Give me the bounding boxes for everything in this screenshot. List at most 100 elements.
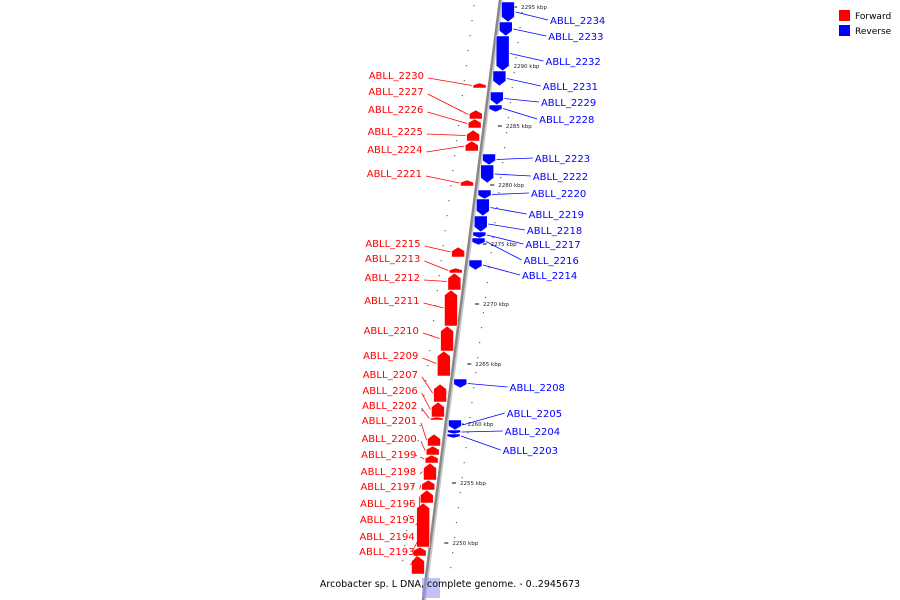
forward-gene-label[interactable]: ABLL_2197	[360, 482, 415, 493]
forward-gene[interactable]	[412, 546, 427, 557]
forward-gene[interactable]	[447, 272, 462, 291]
reverse-gene[interactable]	[492, 70, 507, 87]
forward-gene-leader	[420, 456, 425, 460]
forward-gene-label[interactable]: ABLL_2210	[364, 326, 419, 337]
forward-gene[interactable]	[440, 325, 454, 352]
forward-gene[interactable]	[431, 401, 445, 418]
forward-gene[interactable]	[423, 462, 437, 481]
reverse-gene-label[interactable]: ABLL_2214	[522, 271, 577, 282]
reverse-gene[interactable]	[473, 215, 488, 233]
forward-gene[interactable]	[425, 445, 440, 456]
reverse-gene-label[interactable]: ABLL_2219	[529, 210, 584, 221]
forward-gene-label[interactable]: ABLL_2206	[362, 386, 417, 397]
forward-gene[interactable]	[451, 246, 465, 258]
forward-gene-label[interactable]: ABLL_2196	[360, 499, 415, 510]
forward-gene[interactable]	[437, 350, 451, 377]
forward-gene-label[interactable]: ABLL_2225	[368, 127, 423, 138]
forward-gene-leader	[422, 357, 437, 364]
forward-gene[interactable]	[460, 179, 474, 187]
forward-gene[interactable]	[429, 416, 444, 421]
reverse-gene[interactable]	[472, 231, 487, 239]
forward-gene[interactable]	[472, 82, 487, 89]
forward-gene[interactable]	[467, 118, 482, 129]
reverse-gene-label[interactable]: ABLL_2223	[535, 154, 590, 165]
forward-gene[interactable]	[433, 383, 447, 403]
reverse-gene[interactable]	[482, 153, 496, 166]
forward-gene[interactable]	[427, 433, 441, 447]
reverse-gene-label[interactable]: ABLL_2228	[539, 115, 594, 126]
forward-gene[interactable]	[419, 489, 434, 504]
reverse-gene-label[interactable]: ABLL_2220	[531, 189, 586, 200]
reverse-gene[interactable]	[468, 259, 483, 271]
forward-gene-label[interactable]: ABLL_2212	[365, 273, 420, 284]
genome-backbone	[421, 0, 502, 600]
reverse-gene-label[interactable]: ABLL_2216	[524, 256, 579, 267]
guide-dot	[438, 275, 440, 277]
forward-gene-label[interactable]: ABLL_2193	[359, 547, 414, 558]
forward-gene[interactable]	[469, 109, 483, 120]
reverse-gene[interactable]	[446, 433, 461, 439]
forward-gene-leader	[426, 133, 466, 136]
reverse-gene[interactable]	[471, 237, 486, 246]
forward-gene[interactable]	[466, 129, 480, 142]
forward-gene-label[interactable]: ABLL_2211	[364, 296, 419, 307]
reverse-gene[interactable]	[488, 104, 503, 113]
forward-gene-label[interactable]: ABLL_2194	[359, 532, 414, 543]
forward-gene[interactable]	[424, 454, 439, 464]
forward-gene-leader	[420, 440, 426, 451]
reverse-gene[interactable]	[453, 378, 468, 389]
forward-gene[interactable]	[411, 555, 425, 575]
guide-dot	[429, 350, 431, 352]
scale-tick-label: 2285 kbp	[506, 124, 532, 130]
reverse-gene[interactable]	[498, 21, 513, 37]
reverse-gene-label[interactable]: ABLL_2229	[541, 98, 596, 109]
reverse-gene[interactable]	[480, 164, 494, 184]
reverse-gene[interactable]	[448, 419, 462, 431]
reverse-gene-leader	[502, 108, 538, 120]
guide-dot	[452, 170, 454, 172]
reverse-gene[interactable]	[490, 91, 504, 106]
reverse-gene-leader	[513, 28, 547, 37]
reverse-gene-label[interactable]: ABLL_2208	[510, 383, 565, 394]
reverse-gene[interactable]	[501, 1, 515, 23]
forward-gene-label[interactable]: ABLL_2195	[360, 515, 415, 526]
reverse-gene-label[interactable]: ABLL_2222	[533, 172, 588, 183]
forward-gene[interactable]	[421, 479, 436, 491]
forward-gene[interactable]	[444, 289, 458, 327]
reverse-gene-label[interactable]: ABLL_2218	[527, 226, 582, 237]
forward-gene-label[interactable]: ABLL_2227	[368, 87, 423, 98]
forward-gene[interactable]	[448, 267, 463, 274]
reverse-gene[interactable]	[447, 429, 461, 435]
reverse-gene[interactable]	[495, 35, 510, 72]
forward-gene-label[interactable]: ABLL_2224	[367, 145, 422, 156]
forward-gene-label[interactable]: ABLL_2207	[363, 370, 418, 381]
forward-gene-label[interactable]: ABLL_2198	[361, 467, 416, 478]
forward-gene-label[interactable]: ABLL_2221	[367, 169, 422, 180]
forward-gene-label[interactable]: ABLL_2199	[361, 450, 416, 461]
reverse-gene-leader	[486, 234, 524, 245]
forward-gene-label[interactable]: ABLL_2201	[362, 416, 417, 427]
forward-gene-label[interactable]: ABLL_2209	[363, 351, 418, 362]
forward-gene-label[interactable]: ABLL_2202	[362, 401, 417, 412]
guide-dot	[521, 12, 523, 14]
reverse-gene-label[interactable]: ABLL_2203	[503, 446, 558, 457]
reverse-gene[interactable]	[476, 198, 490, 217]
reverse-gene[interactable]	[477, 189, 492, 200]
reverse-gene-label[interactable]: ABLL_2205	[507, 409, 562, 420]
reverse-gene-label[interactable]: ABLL_2234	[550, 16, 605, 27]
guide-dot	[421, 410, 423, 412]
guide-dot	[440, 260, 442, 262]
forward-gene[interactable]	[464, 140, 479, 152]
reverse-gene-label[interactable]: ABLL_2233	[548, 32, 603, 43]
forward-gene[interactable]	[416, 502, 430, 548]
forward-gene-label[interactable]: ABLL_2213	[365, 254, 420, 265]
reverse-gene-label[interactable]: ABLL_2217	[525, 240, 580, 251]
reverse-gene-label[interactable]: ABLL_2204	[505, 427, 560, 438]
forward-gene-label[interactable]: ABLL_2226	[368, 105, 423, 116]
forward-gene-label[interactable]: ABLL_2200	[361, 434, 416, 445]
reverse-gene-label[interactable]: ABLL_2231	[543, 82, 598, 93]
forward-gene-label[interactable]: ABLL_2230	[369, 71, 424, 82]
reverse-gene-label[interactable]: ABLL_2232	[545, 57, 600, 68]
guide-dot	[405, 530, 408, 532]
forward-gene-label[interactable]: ABLL_2215	[365, 239, 420, 250]
